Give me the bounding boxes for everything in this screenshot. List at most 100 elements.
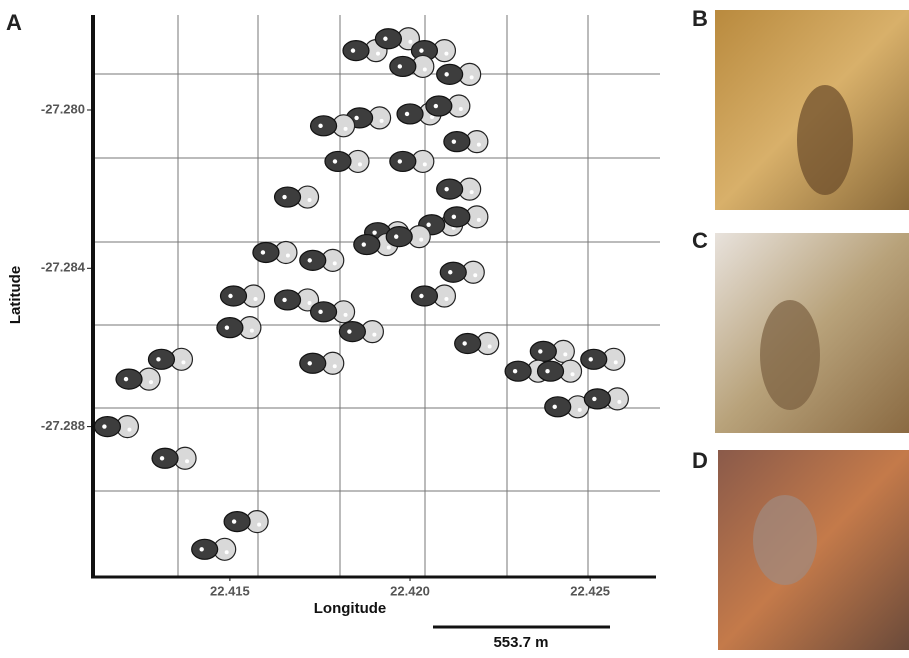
nest-dot [318, 124, 322, 128]
y-tick-label: -27.288 [41, 418, 85, 433]
nest [530, 341, 556, 361]
nest [505, 361, 531, 381]
nest [440, 262, 466, 282]
nest-dot [225, 325, 229, 329]
nest-partner-dot [127, 428, 131, 432]
nest-partner-dot [358, 162, 362, 166]
y-axis-label: Latitude [7, 266, 24, 324]
nest-partner-dot [333, 261, 337, 265]
panel-label: D [692, 448, 708, 473]
photo-bird [797, 85, 853, 195]
x-axis-label: Longitude [314, 600, 386, 617]
nest [94, 417, 120, 437]
nest-dot [351, 48, 355, 52]
nest [411, 286, 437, 306]
nest-partner-dot [254, 297, 258, 301]
nest-dot [452, 215, 456, 219]
panel-label: C [692, 228, 708, 253]
nest-dot [318, 310, 322, 314]
nest-dot [419, 48, 423, 52]
nest [300, 353, 326, 373]
nest [221, 286, 247, 306]
nest-dot [362, 242, 366, 246]
nest-dot [156, 357, 160, 361]
nest-dot [261, 250, 265, 254]
photo-bird [760, 300, 820, 410]
nest [375, 29, 401, 49]
nest-partner-dot [225, 550, 229, 554]
nest-dot [545, 369, 549, 373]
nest-dot [448, 270, 452, 274]
nest-partner-dot [423, 67, 427, 71]
panel-label: A [6, 10, 22, 35]
nest-dot [538, 349, 542, 353]
nest [253, 242, 279, 262]
photo-bird [753, 495, 817, 585]
nest-dot [354, 116, 358, 120]
nest-partner-dot [571, 372, 575, 376]
nest-partner-dot [344, 127, 348, 131]
nest-partner-dot [408, 40, 412, 44]
nest-dot [462, 341, 466, 345]
nest-partner-dot [308, 301, 312, 305]
nest-dot [553, 405, 557, 409]
nest [325, 151, 351, 171]
nest-partner-dot [419, 238, 423, 242]
nest [386, 227, 412, 247]
nest-dot [434, 104, 438, 108]
nest-partner-dot [470, 190, 474, 194]
nest [437, 64, 463, 84]
nest-partner-dot [617, 400, 621, 404]
nest-dot [444, 187, 448, 191]
nest-dot [444, 72, 448, 76]
nest [437, 179, 463, 199]
nest-dot [308, 361, 312, 365]
nest [581, 349, 607, 369]
nest [455, 333, 481, 353]
nest-partner-dot [470, 75, 474, 79]
nest-partner-dot [376, 52, 380, 56]
nest-dot [333, 159, 337, 163]
nest [224, 512, 250, 532]
nest-dot [589, 357, 593, 361]
nest-partner-dot [185, 459, 189, 463]
nest-partner-dot [477, 143, 481, 147]
nest [426, 96, 452, 116]
nest-dot [347, 329, 351, 333]
nest [538, 361, 564, 381]
nest-partner-dot [387, 246, 391, 250]
nest [343, 41, 369, 61]
nest-dot [124, 377, 128, 381]
nest-dot [372, 230, 376, 234]
nest [390, 56, 416, 76]
nest-dot [308, 258, 312, 262]
nest [217, 318, 243, 338]
nest-partner-dot [257, 523, 261, 527]
nest-dot [398, 159, 402, 163]
scale-bar-label: 553.7 m [493, 634, 548, 651]
nest [275, 290, 301, 310]
nest-dot [513, 369, 517, 373]
x-tick-label: 22.425 [570, 583, 610, 598]
nest [584, 389, 610, 409]
nest-partner-dot [473, 273, 477, 277]
nest-partner-dot [250, 329, 254, 333]
nest-partner-dot [614, 360, 618, 364]
nest [148, 349, 174, 369]
nest-dot [282, 195, 286, 199]
nest-partner-dot [444, 52, 448, 56]
nest [275, 187, 301, 207]
nest-partner-dot [344, 313, 348, 317]
x-tick-label: 22.420 [390, 583, 430, 598]
nest [339, 322, 365, 342]
nest [444, 132, 470, 152]
nest-dot [405, 112, 409, 116]
nest-dot [394, 234, 398, 238]
nest [390, 151, 416, 171]
nest [116, 369, 142, 389]
x-tick-label: 22.415 [210, 583, 250, 598]
nest-dot [398, 64, 402, 68]
nest-dot [160, 456, 164, 460]
y-tick-label: -27.284 [41, 260, 86, 275]
nest [354, 235, 380, 255]
